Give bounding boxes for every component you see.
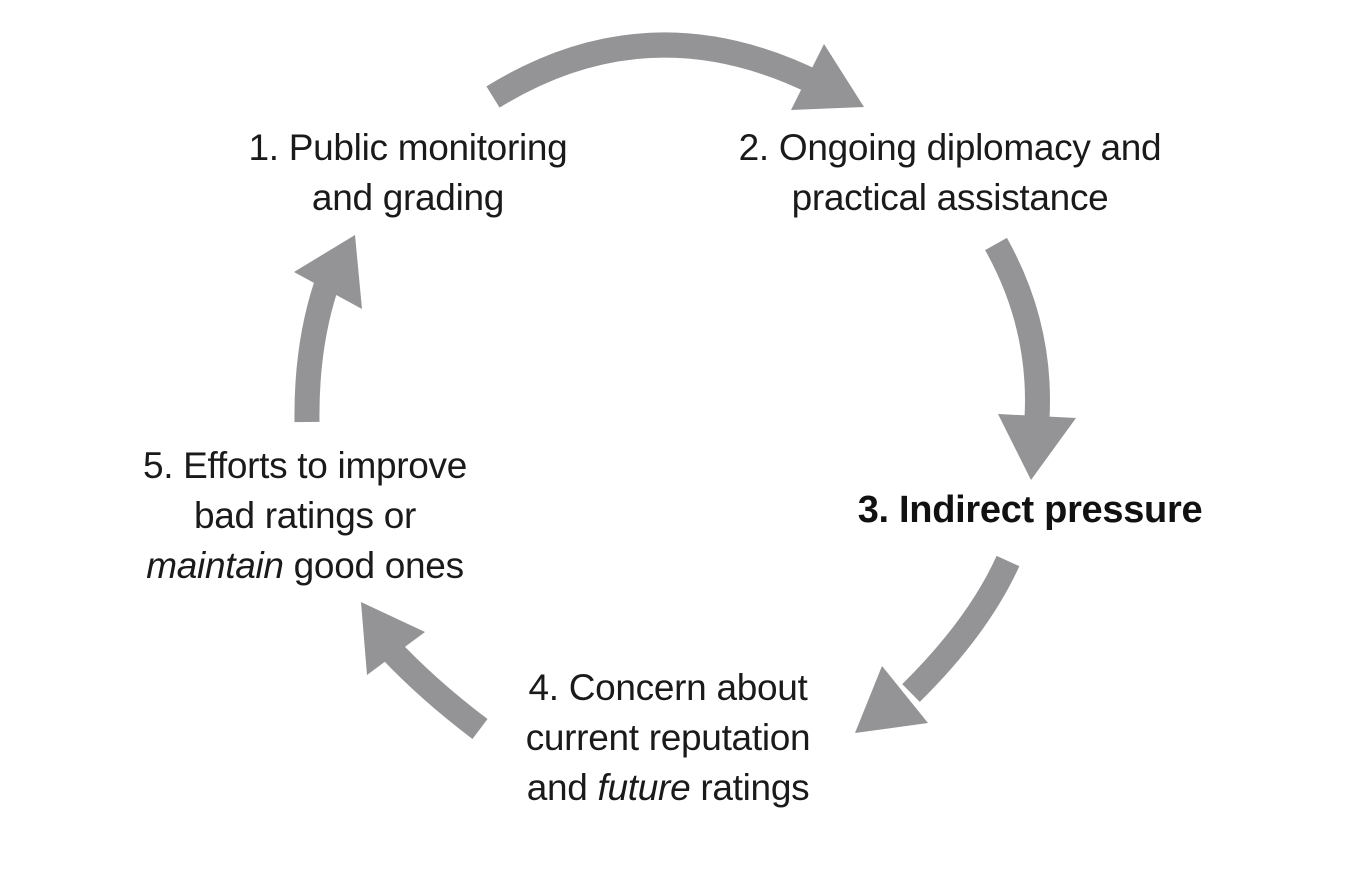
step-2-line-1: 2. Ongoing diplomacy and (738, 127, 1162, 168)
step-1-line-1: 1. Public monitoring (248, 127, 568, 168)
arrow-4-to-5 (361, 602, 488, 739)
step-4-line-3: and future ratings (448, 763, 888, 813)
arrow-5-to-1 (294, 235, 362, 423)
step-3-line-1: 3. Indirect pressure (857, 489, 1203, 531)
step-1-line-2: and grading (311, 177, 505, 218)
arrow-2-to-3-shaft (985, 237, 1050, 419)
step-5-line-3: maintain good ones (100, 541, 510, 591)
arrow-1-to-2 (486, 32, 864, 110)
step-4-label: 4. Concern about current reputation and … (448, 663, 888, 813)
arrow-5-to-1-shaft (294, 282, 338, 423)
step-3-label: 3. Indirect pressure (820, 485, 1240, 535)
step-4-line-1: 4. Concern about (528, 667, 808, 708)
step-5-line-3-after: good ones (283, 545, 464, 586)
arrow-2-to-3-head (998, 414, 1076, 480)
step-2-label: 2. Ongoing diplomacy and practical assis… (690, 123, 1210, 223)
step-1-label: 1. Public monitoring and grading (188, 123, 628, 223)
step-4-line-3-before: and (526, 767, 598, 808)
arrow-1-to-2-head (791, 44, 864, 110)
step-4-line-2: current reputation (525, 717, 811, 758)
arrow-2-to-3 (985, 237, 1076, 480)
step-5-line-2: bad ratings or (193, 495, 417, 536)
arrow-4-to-5-shaft (377, 637, 488, 739)
step-5-line-3-emphasis: maintain (146, 545, 284, 586)
arrow-4-to-5-head (361, 602, 425, 675)
step-4-line-3-after: ratings (690, 767, 810, 808)
arrow-5-to-1-head (294, 235, 362, 309)
arrow-3-to-4-shaft (902, 555, 1020, 702)
arrow-3-to-4 (855, 555, 1020, 733)
step-5-label: 5. Efforts to improve bad ratings or mai… (100, 441, 510, 591)
arrow-3-to-4-head (855, 666, 928, 733)
step-2-line-2: practical assistance (791, 177, 1109, 218)
arrow-1-to-2-shaft (486, 32, 824, 108)
step-4-line-3-emphasis: future (597, 767, 691, 808)
step-5-line-1: 5. Efforts to improve (142, 445, 468, 486)
